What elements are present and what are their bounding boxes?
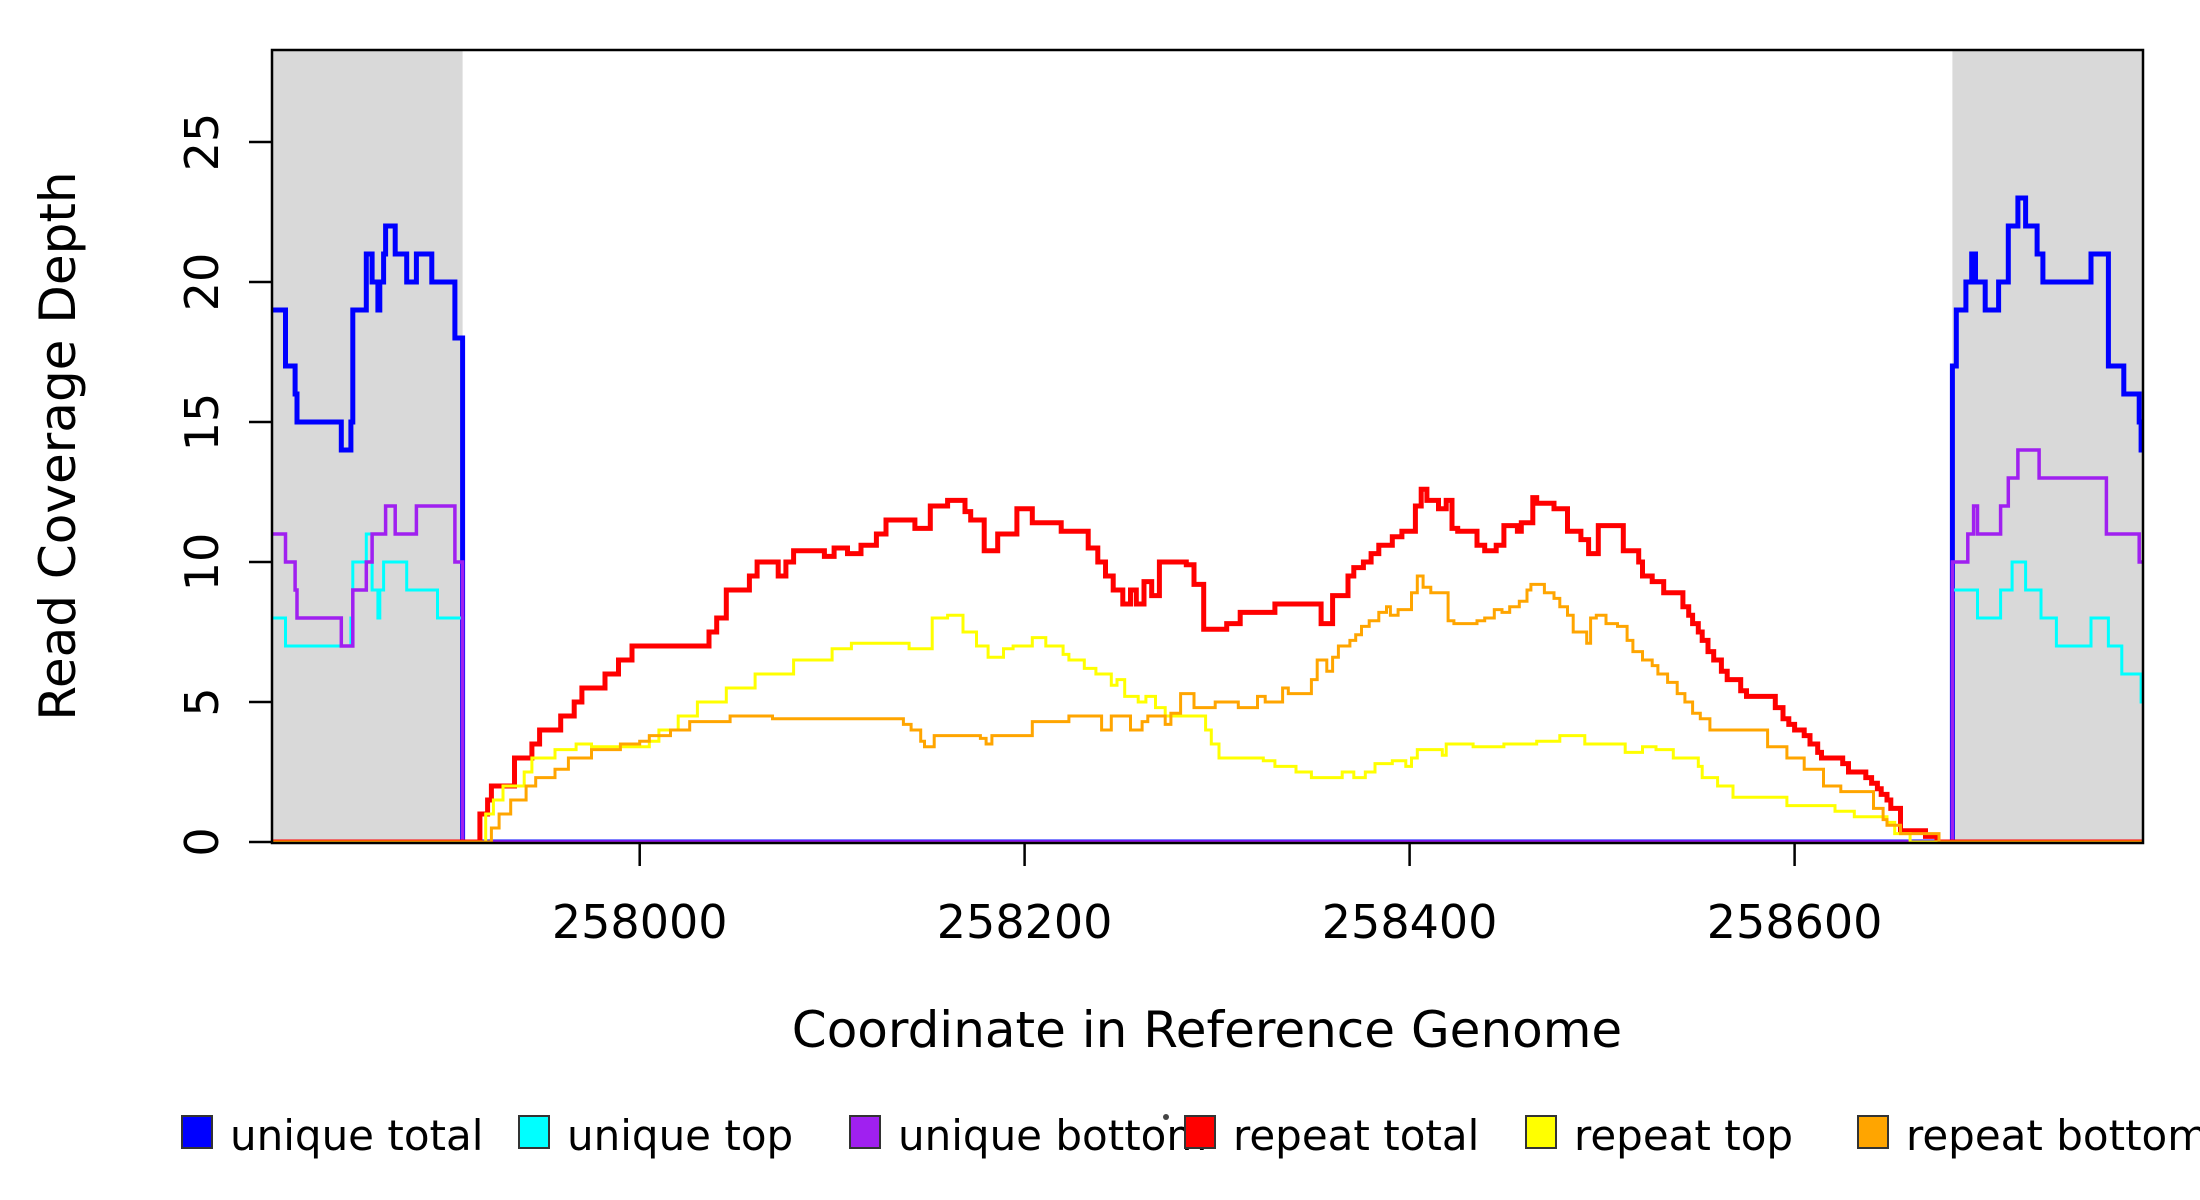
legend-item-repeat-total: repeat total	[1184, 1111, 1479, 1160]
y-axis-tick-label: 0	[175, 827, 229, 856]
legend-label: unique top	[567, 1111, 793, 1160]
y-axis-tick-label: 25	[175, 113, 229, 172]
legend-swatch	[181, 1115, 213, 1149]
x-axis-tick-label: 258400	[1322, 895, 1498, 949]
legend-swatch	[1525, 1115, 1557, 1149]
stray-dot	[1163, 1114, 1169, 1120]
legend-swatch	[1184, 1115, 1216, 1149]
axes: 258000 258200 258400 258600 0 5 10 15 20 25	[175, 113, 1882, 949]
x-axis-tick-label: 258200	[937, 895, 1113, 949]
series-line-repeat-top	[272, 613, 2143, 844]
legend-item-unique-bottom: unique bottom	[849, 1111, 1207, 1160]
y-axis-tick-label: 20	[175, 253, 229, 312]
plot-box	[270, 48, 2145, 845]
legend-label: unique total	[230, 1111, 483, 1160]
x-axis-title: Coordinate in Reference Genome	[792, 1001, 1622, 1059]
shaded-region-unique-flank-right	[1952, 50, 2143, 843]
y-axis-tick-label: 5	[175, 687, 229, 716]
legend: unique total unique top unique bottom repea…	[181, 1111, 2200, 1160]
series-line-repeat-bottom	[272, 574, 2143, 844]
shaded-regions	[272, 50, 2143, 843]
legend-label: repeat total	[1233, 1111, 1479, 1160]
x-axis-tick-label: 258600	[1707, 895, 1883, 949]
legend-swatch	[518, 1115, 550, 1149]
legend-swatch	[1857, 1115, 1889, 1149]
legend-item-repeat-bottom: repeat bottom	[1857, 1111, 2200, 1160]
legend-label: repeat top	[1574, 1111, 1793, 1160]
legend-label: repeat bottom	[1906, 1111, 2200, 1160]
y-axis-title: Read Coverage Depth	[29, 171, 87, 720]
shaded-region-unique-flank-left	[272, 50, 463, 843]
series-line-repeat-total	[272, 486, 2143, 844]
legend-item-unique-top: unique top	[518, 1111, 793, 1160]
legend-item-repeat-top: repeat top	[1525, 1111, 1793, 1160]
series-line-unique-bottom	[272, 448, 2143, 844]
y-axis-tick-label: 15	[175, 393, 229, 452]
legend-label: unique bottom	[898, 1111, 1207, 1160]
y-axis-tick-label: 10	[175, 533, 229, 592]
legend-swatch	[849, 1115, 881, 1149]
series-line-unique-total	[272, 195, 2143, 844]
series-line-unique-top	[272, 532, 2143, 844]
x-axis-tick-label: 258000	[552, 895, 728, 949]
series-lines	[272, 195, 2143, 844]
legend-item-unique-total: unique total	[181, 1111, 483, 1160]
